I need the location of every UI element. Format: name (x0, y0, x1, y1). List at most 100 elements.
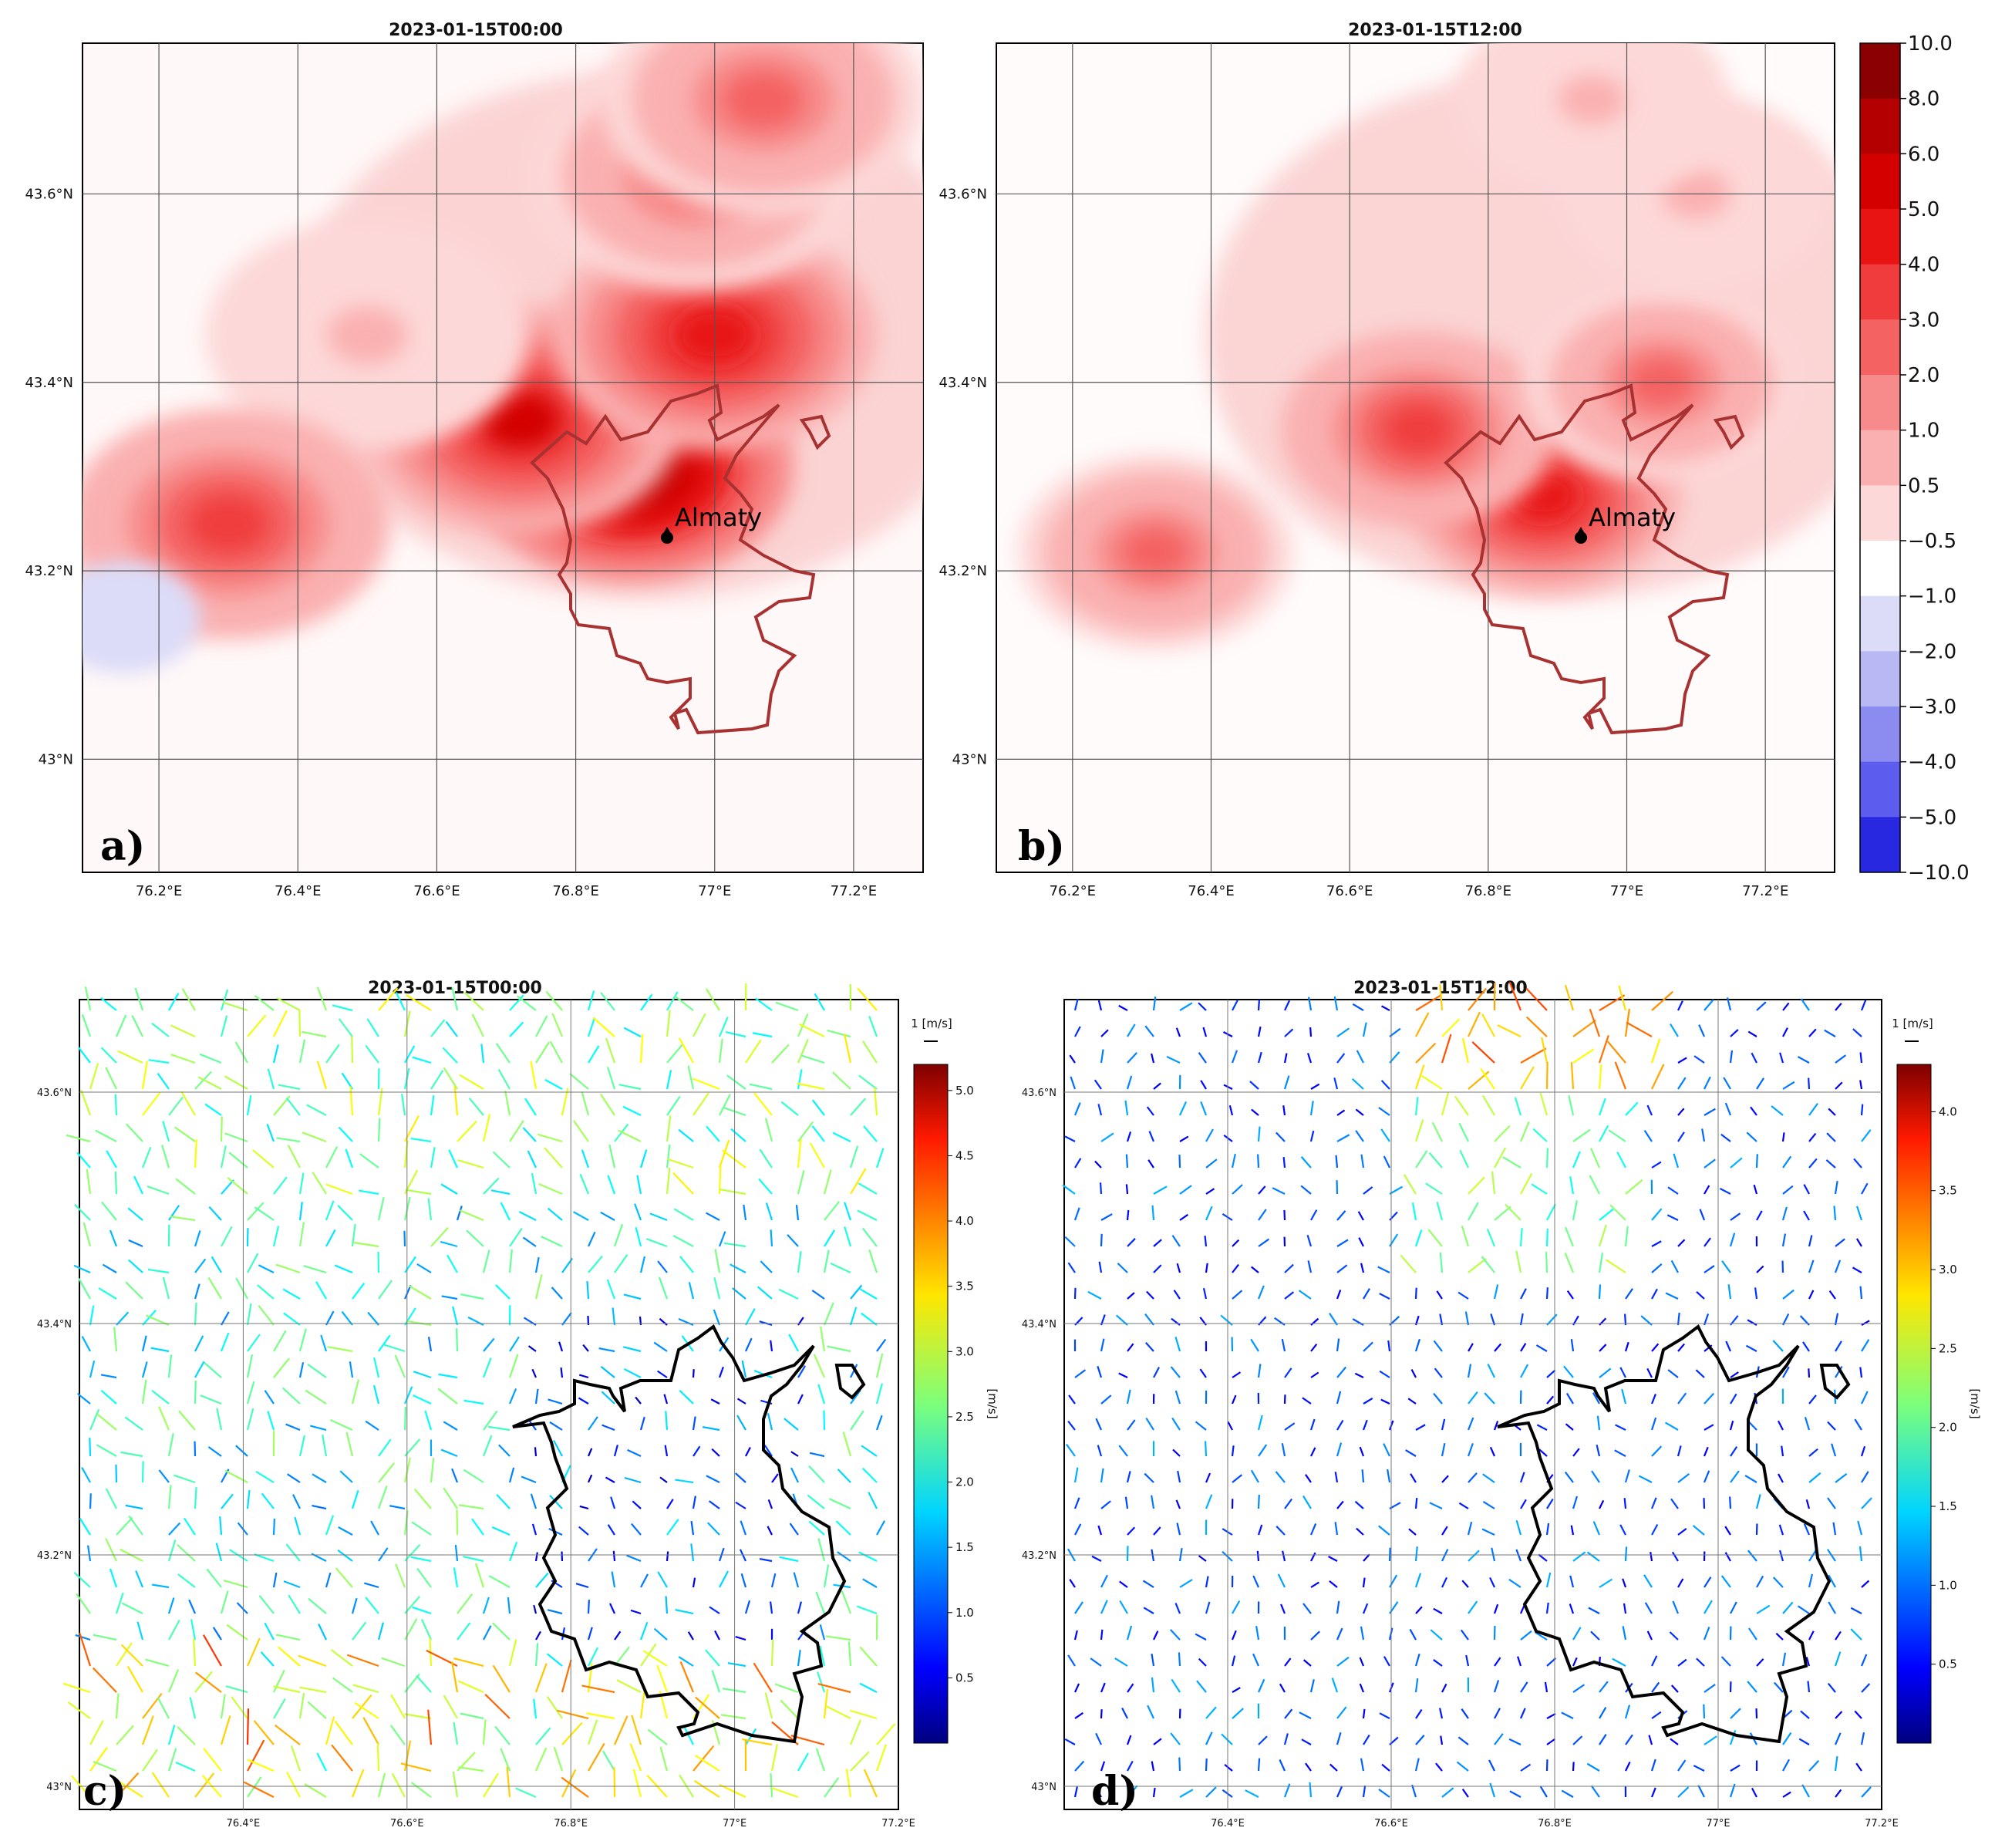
wind-vector (1488, 1759, 1495, 1772)
wind-vector (1696, 1657, 1705, 1667)
wind-vector (283, 1580, 301, 1589)
wind-vector (1572, 1551, 1586, 1562)
wind-vector (623, 1293, 642, 1300)
wind-vector (1651, 1064, 1665, 1090)
wind-vector (679, 1390, 694, 1405)
wind-vector (602, 1424, 615, 1432)
wind-vector (767, 1413, 773, 1431)
wind-vector (1415, 1012, 1430, 1037)
wind-vector (451, 987, 459, 1011)
wind-vector (653, 1341, 668, 1352)
wind-vector (142, 1092, 161, 1116)
wind-vector (1178, 1757, 1181, 1772)
x-tick-label: 76.6°E (413, 883, 460, 899)
wind-vector (116, 1516, 133, 1536)
wind-vector (508, 1388, 517, 1405)
wind-vector (859, 1288, 878, 1300)
wind-vector (1328, 1556, 1338, 1562)
wind-vector (770, 1340, 773, 1352)
wind-vector (1336, 1419, 1344, 1431)
wind-vector (243, 1781, 275, 1798)
wind-vector (351, 1769, 365, 1798)
wind-vector (405, 1189, 432, 1195)
wind-vector (1704, 1265, 1715, 1273)
wind-vector (1570, 1339, 1575, 1352)
wind-vector (1179, 1002, 1193, 1011)
wind-vector (1383, 1155, 1390, 1168)
wind-vector (546, 1695, 563, 1719)
wind-vector (168, 1096, 184, 1116)
wind-vector (1572, 1048, 1595, 1064)
wind-vector (1835, 1081, 1843, 1090)
wind-vector (678, 1317, 694, 1327)
colorbar-tick-label: 10.0 (1908, 32, 1953, 56)
wind-vector (1520, 1630, 1532, 1641)
wind-vector (547, 1207, 563, 1221)
wind-vector (1305, 1762, 1312, 1772)
wind-vector (1677, 1108, 1685, 1116)
wind-vector (1695, 1369, 1705, 1378)
wind-vector (100, 997, 117, 1011)
wind-vector (1692, 1525, 1705, 1536)
wind-vector (1545, 1228, 1548, 1247)
wind-vector (1363, 1341, 1373, 1352)
wind-vector (605, 1037, 616, 1064)
wind-vector (1100, 1029, 1109, 1037)
wind-vector (1363, 1398, 1373, 1405)
wind-vector (410, 1782, 432, 1798)
wind-vector (219, 1516, 223, 1536)
wind-vector (692, 1577, 696, 1588)
wind-vector (471, 1013, 484, 1037)
wind-vector (534, 1447, 538, 1457)
wind-vector (1480, 1067, 1495, 1090)
wind-vector (1087, 1290, 1102, 1300)
wind-vector (861, 1040, 878, 1064)
wind-vector (587, 1017, 596, 1037)
wind-vector (1730, 1708, 1741, 1719)
wind-vector (1336, 1391, 1342, 1405)
wind-vector (1651, 1655, 1658, 1667)
wind-vector (487, 1425, 511, 1432)
colorbar-tick-label: 1.0 (1908, 420, 1939, 443)
wind-vector (1067, 1420, 1076, 1431)
wind-vector (1099, 1182, 1103, 1195)
wind-vector (400, 1762, 432, 1772)
wind-vector (412, 1056, 432, 1064)
wind-vector (1336, 1600, 1340, 1614)
wind-vector (1609, 1204, 1626, 1221)
wind-vector (1383, 1656, 1390, 1667)
wind-vector (578, 1526, 589, 1536)
wind-vector (1310, 1630, 1320, 1641)
wind-vector (404, 1713, 432, 1720)
wind-vector (1772, 1577, 1784, 1588)
wind-vector (1360, 1758, 1365, 1772)
wind-vector (1646, 1367, 1653, 1378)
wind-vector (496, 1493, 511, 1509)
wind-vector (378, 987, 399, 1011)
wind-vector (1665, 1421, 1679, 1431)
wind-vector (1520, 1047, 1547, 1064)
wind-vector (1588, 1607, 1600, 1614)
wind-vector (1623, 1498, 1627, 1509)
wind-vector (167, 1539, 177, 1562)
wind-vector (530, 1493, 538, 1509)
wind-vector (1100, 1629, 1104, 1641)
wind-vector (1407, 1398, 1417, 1405)
wind-vector (272, 1226, 280, 1247)
wind-vector (1859, 1052, 1863, 1064)
wind-vector (194, 1381, 197, 1405)
panel-d-wind-vectors (1062, 982, 1872, 1798)
wind-vector (659, 1317, 668, 1326)
wind-vector (1414, 1064, 1425, 1090)
wind-vector (868, 1016, 878, 1037)
wind-vector (105, 1537, 117, 1562)
wind-vector (797, 1251, 802, 1273)
wind-vector (849, 1307, 858, 1326)
wind-vector (273, 1010, 288, 1037)
wind-vector (430, 1019, 446, 1037)
wind-vector (534, 1747, 548, 1772)
wind-vector (1175, 1499, 1181, 1509)
wind-vector (134, 987, 144, 1011)
wind-vector (1541, 1037, 1548, 1064)
wind-vector (403, 1386, 413, 1405)
